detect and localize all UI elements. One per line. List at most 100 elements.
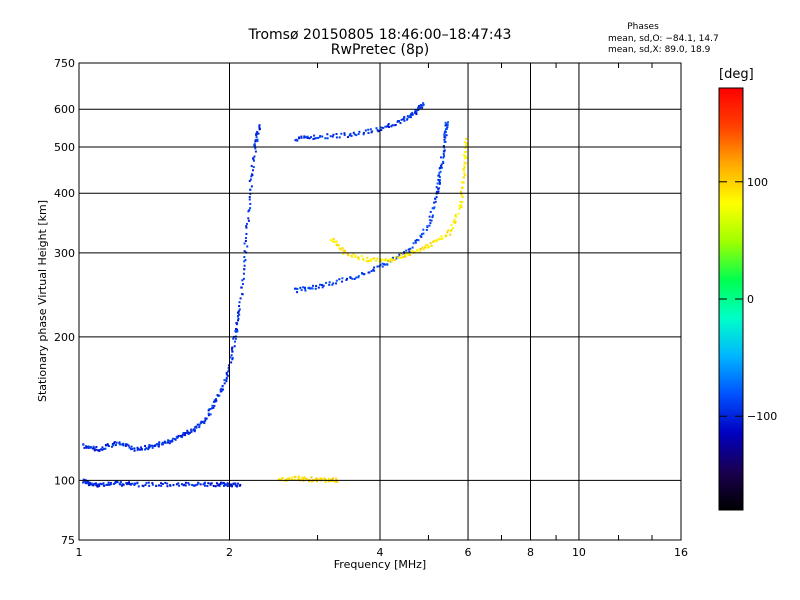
data-point bbox=[367, 132, 370, 135]
data-point bbox=[217, 483, 220, 486]
data-point bbox=[219, 483, 222, 486]
data-point bbox=[444, 235, 447, 238]
data-point bbox=[298, 136, 301, 139]
data-point bbox=[148, 444, 151, 447]
data-point bbox=[332, 282, 335, 285]
data-point bbox=[454, 214, 457, 217]
data-point bbox=[465, 144, 468, 147]
data-point bbox=[437, 238, 440, 241]
data-point bbox=[415, 113, 418, 116]
data-point bbox=[258, 128, 261, 131]
data-point bbox=[438, 171, 441, 174]
data-point bbox=[226, 483, 229, 486]
data-point bbox=[254, 150, 257, 153]
data-point bbox=[234, 330, 237, 333]
data-point bbox=[443, 135, 446, 138]
data-point bbox=[334, 480, 337, 483]
data-point bbox=[415, 109, 418, 112]
data-point bbox=[216, 484, 219, 487]
data-point bbox=[180, 483, 183, 486]
data-point bbox=[100, 448, 103, 451]
data-point bbox=[230, 354, 233, 357]
x-tick-label: 6 bbox=[465, 546, 472, 559]
data-point bbox=[403, 252, 406, 255]
data-point bbox=[237, 482, 240, 485]
data-point bbox=[421, 106, 424, 109]
data-point bbox=[460, 181, 463, 184]
data-point bbox=[344, 249, 347, 252]
data-point bbox=[438, 174, 441, 177]
data-point bbox=[403, 115, 406, 118]
data-point bbox=[414, 109, 417, 112]
data-point bbox=[320, 478, 323, 481]
data-point bbox=[145, 447, 148, 450]
data-point bbox=[107, 481, 110, 484]
data-trace bbox=[82, 478, 242, 488]
data-point bbox=[380, 129, 383, 132]
data-point bbox=[235, 327, 238, 330]
data-point bbox=[256, 138, 259, 141]
data-point bbox=[397, 120, 400, 123]
data-point bbox=[383, 263, 386, 266]
data-point bbox=[248, 196, 251, 199]
data-point bbox=[452, 227, 455, 230]
data-point bbox=[231, 346, 234, 349]
data-point bbox=[243, 242, 246, 245]
data-point bbox=[462, 181, 465, 184]
data-point bbox=[205, 417, 208, 420]
data-point bbox=[219, 389, 222, 392]
data-point bbox=[180, 436, 183, 439]
data-point bbox=[246, 245, 249, 248]
data-point bbox=[230, 361, 233, 364]
data-point bbox=[353, 133, 356, 136]
data-point bbox=[402, 255, 405, 258]
data-point bbox=[411, 113, 414, 116]
data-point bbox=[461, 195, 464, 198]
data-point bbox=[443, 155, 446, 158]
data-point bbox=[395, 257, 398, 260]
data-trace bbox=[294, 102, 425, 142]
data-point bbox=[425, 228, 428, 231]
data-point bbox=[429, 222, 432, 225]
data-point bbox=[308, 480, 311, 483]
data-point bbox=[114, 443, 117, 446]
data-point bbox=[254, 140, 257, 143]
data-point bbox=[463, 169, 466, 172]
data-point bbox=[250, 165, 253, 168]
data-point bbox=[157, 484, 160, 487]
data-point bbox=[463, 166, 466, 169]
data-point bbox=[442, 150, 445, 153]
data-point bbox=[439, 166, 442, 169]
data-point bbox=[158, 441, 161, 444]
data-point bbox=[419, 234, 422, 237]
data-point bbox=[294, 475, 297, 478]
data-point bbox=[93, 449, 96, 452]
data-point bbox=[212, 484, 215, 487]
data-point bbox=[190, 428, 193, 431]
phases-title: Phases bbox=[627, 22, 659, 32]
data-point bbox=[325, 281, 328, 284]
data-point bbox=[252, 166, 255, 169]
data-point bbox=[439, 170, 442, 173]
data-point bbox=[207, 412, 210, 415]
data-point bbox=[452, 220, 455, 223]
data-point bbox=[296, 288, 299, 291]
data-point bbox=[390, 260, 393, 263]
data-point bbox=[127, 444, 130, 447]
data-point bbox=[391, 256, 394, 259]
data-point bbox=[237, 317, 240, 320]
data-point bbox=[149, 445, 152, 448]
data-point bbox=[243, 260, 246, 263]
data-point bbox=[83, 446, 86, 449]
data-point bbox=[163, 441, 166, 444]
data-point bbox=[360, 254, 363, 257]
data-point bbox=[431, 216, 434, 219]
data-point bbox=[98, 449, 101, 452]
data-point bbox=[113, 441, 116, 444]
data-point bbox=[188, 483, 191, 486]
data-point bbox=[380, 126, 383, 129]
data-point bbox=[133, 447, 136, 450]
data-point bbox=[421, 246, 424, 249]
phases-o-stats: mean, sd,O: −84.1, 14.7 bbox=[608, 34, 719, 44]
data-point bbox=[297, 478, 300, 481]
